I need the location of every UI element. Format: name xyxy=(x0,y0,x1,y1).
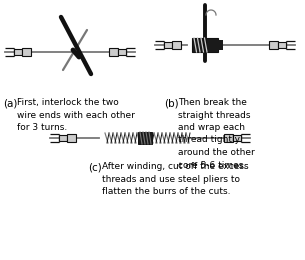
Text: (c): (c) xyxy=(88,162,102,172)
Bar xyxy=(192,38,218,52)
Bar xyxy=(164,42,172,48)
Bar xyxy=(22,48,31,56)
Bar xyxy=(269,41,278,49)
Text: Then break the
straight threads
and wrap each
thread tightly
around the other
co: Then break the straight threads and wrap… xyxy=(178,98,255,170)
Bar xyxy=(118,49,126,55)
Bar xyxy=(278,42,286,48)
Bar xyxy=(209,40,223,50)
Bar xyxy=(59,135,67,141)
Text: After winding, cut off the excess
threads and use steel pliers to
flatten the bu: After winding, cut off the excess thread… xyxy=(102,162,249,196)
Bar xyxy=(67,134,76,142)
Bar xyxy=(233,135,241,141)
Text: First, interlock the two
wire ends with each other
for 3 turns.: First, interlock the two wire ends with … xyxy=(17,98,135,132)
Bar xyxy=(14,49,22,55)
Bar xyxy=(138,132,152,144)
Text: (a): (a) xyxy=(3,98,17,108)
Bar xyxy=(224,134,233,142)
Text: (b): (b) xyxy=(164,98,179,108)
Bar xyxy=(172,41,181,49)
Bar xyxy=(109,48,118,56)
